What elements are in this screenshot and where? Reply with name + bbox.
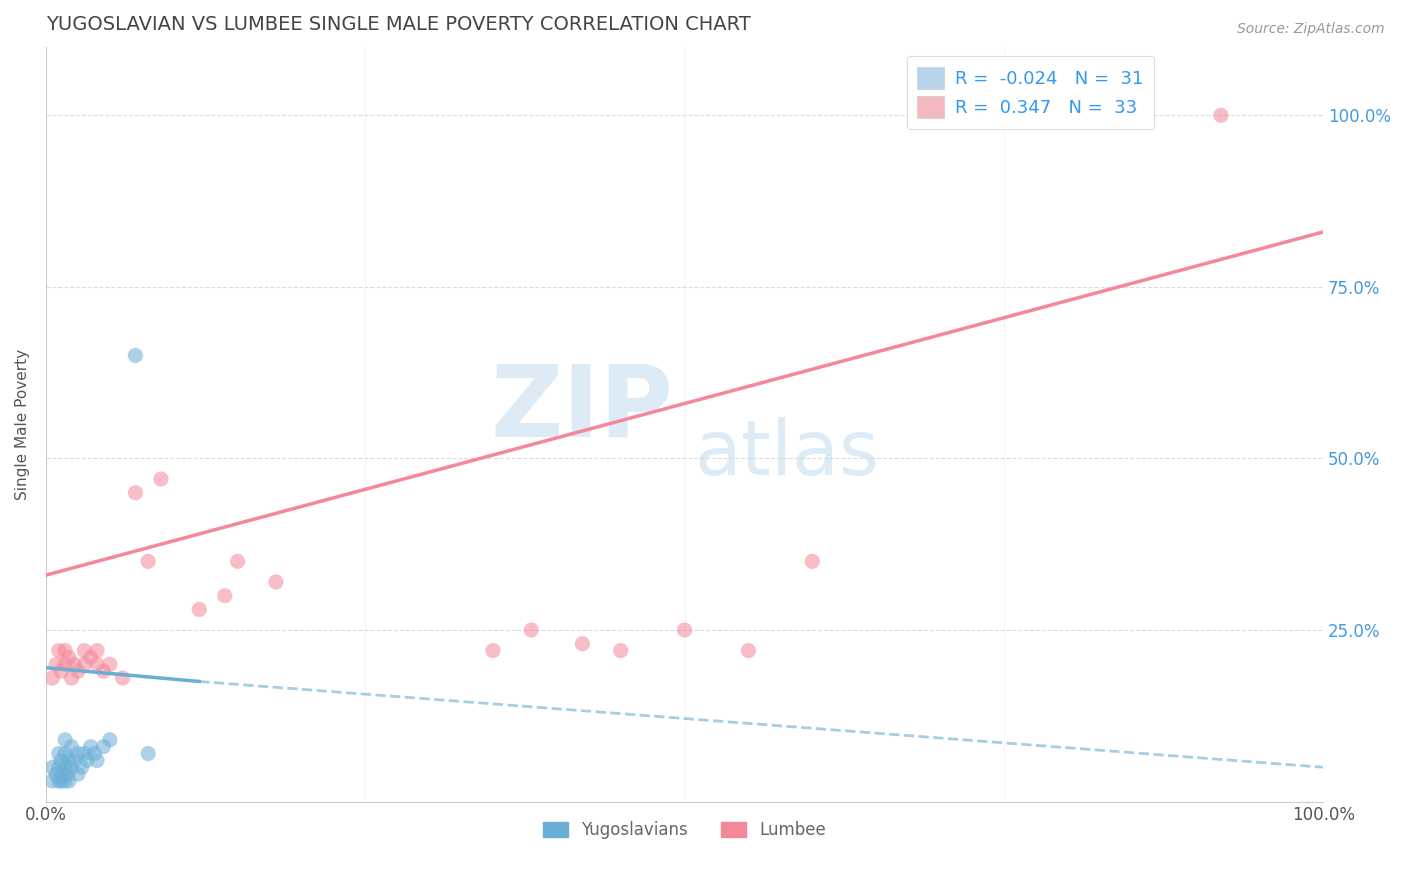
Point [571,637,593,651]
Point [98,732,121,747]
Point [58,774,80,789]
Point [1209,108,1232,122]
Point [45,657,67,672]
Point [66,664,89,678]
Point [226,554,249,568]
Point [60,760,83,774]
Point [73,657,96,672]
Point [93,664,115,678]
Point [45,767,67,781]
Y-axis label: Single Male Poverty: Single Male Poverty [15,349,30,500]
Point [86,753,108,767]
Point [63,657,86,672]
Point [52,767,75,781]
Point [264,574,287,589]
Point [482,643,505,657]
Point [53,747,76,761]
Point [58,650,80,665]
Point [63,753,86,767]
Point [41,760,63,774]
Point [214,589,236,603]
Text: Source: ZipAtlas.com: Source: ZipAtlas.com [1237,22,1385,37]
Point [111,671,134,685]
Point [124,485,146,500]
Point [93,739,115,754]
Text: atlas: atlas [695,417,879,491]
Point [53,657,76,672]
Text: ZIP: ZIP [491,360,673,458]
Legend: Yugoslavians, Lumbee: Yugoslavians, Lumbee [536,814,832,847]
Point [58,753,80,767]
Point [53,760,76,774]
Point [801,554,824,568]
Point [76,753,98,767]
Point [136,554,159,568]
Point [66,767,89,781]
Point [79,739,101,754]
Point [737,643,759,657]
Point [149,472,172,486]
Point [53,643,76,657]
Point [51,664,73,678]
Point [83,747,105,761]
Point [48,760,70,774]
Point [51,774,73,789]
Point [53,732,76,747]
Point [124,349,146,363]
Point [60,671,83,685]
Point [48,643,70,657]
Point [48,747,70,761]
Point [70,760,93,774]
Point [48,774,70,789]
Point [73,747,96,761]
Point [520,623,543,637]
Point [60,739,83,754]
Point [41,774,63,789]
Point [98,657,121,672]
Point [53,774,76,789]
Point [79,650,101,665]
Point [188,602,211,616]
Point [56,767,79,781]
Point [73,643,96,657]
Point [86,643,108,657]
Point [673,623,696,637]
Point [41,671,63,685]
Point [136,747,159,761]
Text: YUGOSLAVIAN VS LUMBEE SINGLE MALE POVERTY CORRELATION CHART: YUGOSLAVIAN VS LUMBEE SINGLE MALE POVERT… [46,15,751,34]
Point [86,657,108,672]
Point [51,753,73,767]
Point [66,747,89,761]
Point [609,643,631,657]
